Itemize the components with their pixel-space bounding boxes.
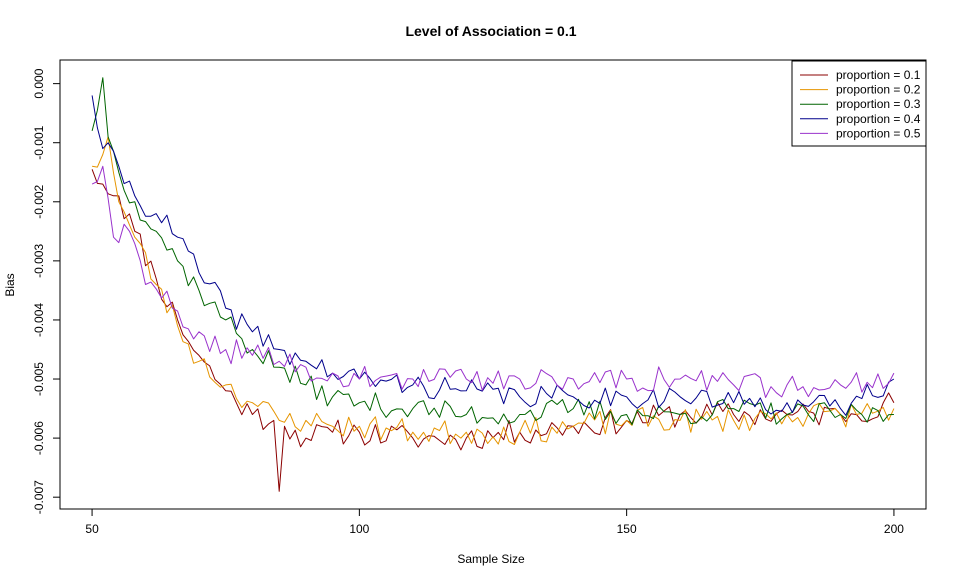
y-tick-label: -0.005: [32, 362, 46, 396]
series-line-4: [91, 95, 895, 416]
legend-label: proportion = 0.1: [836, 68, 921, 82]
series-line-1: [91, 169, 895, 492]
y-tick-label: -0.004: [32, 303, 46, 337]
y-axis: -0.007 -0.006 -0.005 -0.004 -0.003 -0.002 -0.0…: [32, 68, 60, 514]
x-tick-label: 100: [349, 522, 369, 536]
plot-frame: [59, 59, 927, 510]
legend-label: proportion = 0.4: [836, 112, 921, 126]
x-axis-title: Sample Size: [457, 552, 525, 566]
legend-label: proportion = 0.2: [836, 83, 921, 97]
series-lines: [91, 77, 895, 492]
y-tick-label: -0.003: [32, 244, 46, 278]
series-line-5: [91, 165, 895, 398]
x-tick-label: 50: [85, 522, 99, 536]
legend-label: proportion = 0.3: [836, 97, 921, 111]
y-tick-label: -0.006: [32, 421, 46, 455]
x-tick-label: 200: [884, 522, 904, 536]
y-axis-title: Bias: [3, 273, 17, 296]
x-tick-label: 150: [617, 522, 637, 536]
legend-label: proportion = 0.5: [836, 126, 921, 140]
y-tick-label: 0.000: [32, 68, 46, 98]
y-tick-label: -0.001: [32, 125, 46, 159]
chart-title: Level of Association = 0.1: [405, 23, 576, 39]
series-line-3: [91, 77, 894, 426]
y-tick-label: -0.002: [32, 184, 46, 218]
series-line-2: [92, 136, 895, 445]
x-axis: 50 100 150 200: [85, 509, 904, 536]
y-tick-label: -0.007: [32, 480, 46, 514]
